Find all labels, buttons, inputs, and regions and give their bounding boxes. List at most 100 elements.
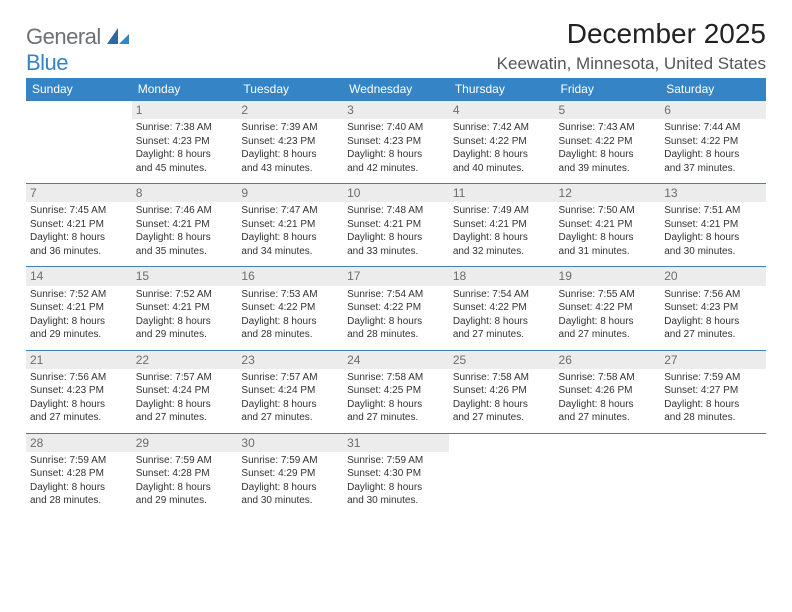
day-cell: 28Sunrise: 7:59 AMSunset: 4:28 PMDayligh… <box>26 433 132 516</box>
week-row: 14 Sunrise: 7:52 AM Sunset: 4:21 PM Dayligh… <box>26 267 766 350</box>
day-number: 11 <box>449 184 555 202</box>
day-detail: Daylight: 8 hours <box>136 231 234 245</box>
day-detail: Sunrise: 7:59 AM <box>30 454 128 468</box>
day-detail: Sunset: 4:22 PM <box>559 301 657 315</box>
day-cell: 9Sunrise: 7:47 AMSunset: 4:21 PMDaylight… <box>237 184 343 267</box>
day-number: 30 <box>237 434 343 452</box>
day-detail: Sunset: 4:26 PM <box>453 384 551 398</box>
day-detail: and 29 minutes. <box>136 494 234 508</box>
day-detail: Daylight: 8 hours <box>136 398 234 412</box>
week-row: 21Sunrise: 7:56 AMSunset: 4:23 PMDayligh… <box>26 350 766 433</box>
day-cell: 7Sunrise: 7:45 AMSunset: 4:21 PMDaylight… <box>26 184 132 267</box>
day-number: 18 <box>449 267 555 285</box>
day-detail: and 29 minutes. <box>136 328 234 342</box>
day-detail: and 27 minutes. <box>453 328 551 342</box>
day-detail: Daylight: 8 hours <box>136 148 234 162</box>
weekday-header: Thursday <box>449 78 555 101</box>
day-number: 10 <box>343 184 449 202</box>
day-number: 28 <box>26 434 132 452</box>
day-detail: Sunrise: 7:59 AM <box>664 371 762 385</box>
day-detail: Sunrise: 7:43 AM <box>559 121 657 135</box>
day-number: 1 <box>132 101 238 119</box>
day-detail: Sunrise: 7:59 AM <box>347 454 445 468</box>
day-number: 25 <box>449 351 555 369</box>
day-detail: and 27 minutes. <box>453 411 551 425</box>
day-cell <box>555 433 661 516</box>
day-number: 14 <box>26 267 132 285</box>
weekday-header: Friday <box>555 78 661 101</box>
weekday-header: Sunday <box>26 78 132 101</box>
day-detail: Daylight: 8 hours <box>30 231 128 245</box>
day-detail: Sunset: 4:22 PM <box>559 135 657 149</box>
day-detail: Sunset: 4:23 PM <box>664 301 762 315</box>
day-detail: and 32 minutes. <box>453 245 551 259</box>
calendar-page: General Blue December 2025 Keewatin, Min… <box>0 0 792 526</box>
day-cell: 10Sunrise: 7:48 AMSunset: 4:21 PMDayligh… <box>343 184 449 267</box>
day-detail: and 27 minutes. <box>664 328 762 342</box>
day-detail: Daylight: 8 hours <box>453 398 551 412</box>
day-number: 22 <box>132 351 238 369</box>
day-detail: Sunset: 4:21 PM <box>664 218 762 232</box>
day-number: 15 <box>132 267 238 285</box>
day-detail: and 30 minutes. <box>347 494 445 508</box>
day-detail: Daylight: 8 hours <box>30 481 128 495</box>
weekday-header: Wednesday <box>343 78 449 101</box>
day-detail: Sunset: 4:24 PM <box>241 384 339 398</box>
day-detail: Sunrise: 7:50 AM <box>559 204 657 218</box>
day-detail: Daylight: 8 hours <box>30 398 128 412</box>
day-detail: Daylight: 8 hours <box>30 315 128 329</box>
day-detail: Daylight: 8 hours <box>664 315 762 329</box>
day-detail: Sunset: 4:23 PM <box>241 135 339 149</box>
day-detail: Daylight: 8 hours <box>347 148 445 162</box>
day-number: 12 <box>555 184 661 202</box>
logo-blue: Blue <box>26 50 68 75</box>
day-detail: Sunset: 4:30 PM <box>347 467 445 481</box>
day-detail: Sunset: 4:22 PM <box>347 301 445 315</box>
day-detail: and 40 minutes. <box>453 162 551 176</box>
day-cell: 14Sunrise: 7:52 AMSunset: 4:21 PMDayligh… <box>26 267 132 350</box>
day-detail: and 28 minutes. <box>664 411 762 425</box>
day-cell: 23Sunrise: 7:57 AMSunset: 4:24 PMDayligh… <box>237 350 343 433</box>
weekday-header: Saturday <box>660 78 766 101</box>
day-number: 31 <box>343 434 449 452</box>
day-detail: Sunset: 4:21 PM <box>136 218 234 232</box>
day-detail: and 35 minutes. <box>136 245 234 259</box>
day-number: 17 <box>343 267 449 285</box>
day-number: 13 <box>660 184 766 202</box>
day-cell: 3Sunrise: 7:40 AMSunset: 4:23 PMDaylight… <box>343 101 449 184</box>
day-detail: Sunrise: 7:39 AM <box>241 121 339 135</box>
day-detail: and 30 minutes. <box>241 494 339 508</box>
day-detail: Sunset: 4:23 PM <box>347 135 445 149</box>
day-cell: 29Sunrise: 7:59 AMSunset: 4:28 PMDayligh… <box>132 433 238 516</box>
day-cell: 4Sunrise: 7:42 AMSunset: 4:22 PMDaylight… <box>449 101 555 184</box>
day-detail: Sunset: 4:25 PM <box>347 384 445 398</box>
day-detail: and 28 minutes. <box>241 328 339 342</box>
day-detail: Sunset: 4:22 PM <box>241 301 339 315</box>
day-detail: Sunrise: 7:58 AM <box>559 371 657 385</box>
day-number: 26 <box>555 351 661 369</box>
day-detail: Sunset: 4:27 PM <box>664 384 762 398</box>
day-detail: and 30 minutes. <box>664 245 762 259</box>
day-cell: 31Sunrise: 7:59 AMSunset: 4:30 PMDayligh… <box>343 433 449 516</box>
day-detail: Sunrise: 7:57 AM <box>136 371 234 385</box>
day-detail: and 31 minutes. <box>559 245 657 259</box>
day-detail: Sunrise: 7:51 AM <box>664 204 762 218</box>
day-detail: and 37 minutes. <box>664 162 762 176</box>
day-detail: Sunset: 4:26 PM <box>559 384 657 398</box>
day-detail: Daylight: 8 hours <box>347 231 445 245</box>
day-detail: Sunrise: 7:59 AM <box>241 454 339 468</box>
day-cell: 20Sunrise: 7:56 AMSunset: 4:23 PMDayligh… <box>660 267 766 350</box>
day-detail: and 42 minutes. <box>347 162 445 176</box>
day-cell: 25Sunrise: 7:58 AMSunset: 4:26 PMDayligh… <box>449 350 555 433</box>
day-cell: 19Sunrise: 7:55 AMSunset: 4:22 PMDayligh… <box>555 267 661 350</box>
day-detail: Sunset: 4:21 PM <box>136 301 234 315</box>
day-detail: and 27 minutes. <box>241 411 339 425</box>
day-cell: 27Sunrise: 7:59 AMSunset: 4:27 PMDayligh… <box>660 350 766 433</box>
day-detail: Sunrise: 7:44 AM <box>664 121 762 135</box>
day-detail: Sunrise: 7:52 AM <box>30 288 128 302</box>
day-detail: Daylight: 8 hours <box>241 231 339 245</box>
day-detail: Daylight: 8 hours <box>241 315 339 329</box>
day-detail: Sunrise: 7:56 AM <box>30 371 128 385</box>
day-number: 29 <box>132 434 238 452</box>
day-detail: and 27 minutes. <box>136 411 234 425</box>
